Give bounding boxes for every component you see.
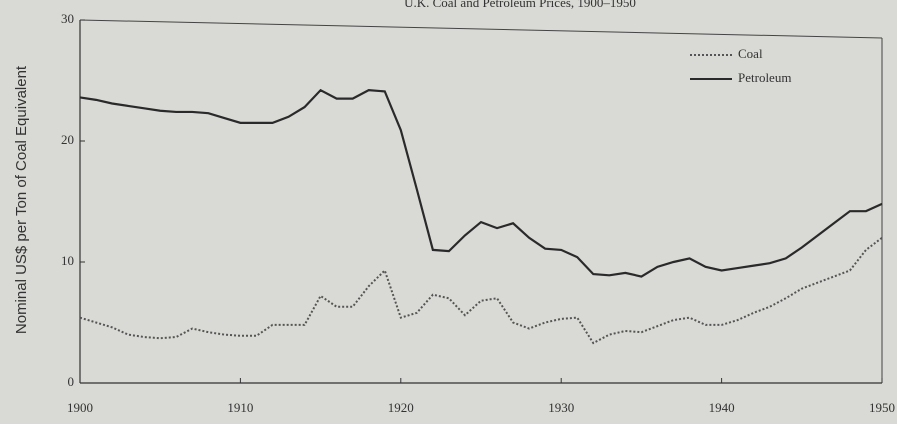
x-tick-label: 1920 xyxy=(388,400,414,415)
y-tick-label: 10 xyxy=(61,253,74,268)
x-tick-label: 1910 xyxy=(227,400,253,415)
x-tick-label: 1930 xyxy=(548,400,574,415)
y-tick-label: 30 xyxy=(61,11,74,26)
series-line xyxy=(79,88,883,278)
series-line xyxy=(79,237,883,345)
legend-label: Petroleum xyxy=(738,70,791,85)
legend-label: Coal xyxy=(738,46,763,61)
y-tick-label: 0 xyxy=(68,374,75,389)
x-tick-label: 1900 xyxy=(67,400,93,415)
x-tick-label: 1950 xyxy=(869,400,895,415)
y-axis-label: Nominal US$ per Ton of Coal Equivalent xyxy=(13,65,30,334)
frame-top xyxy=(79,19,883,39)
y-tick-label: 20 xyxy=(61,132,74,147)
chart-title: U.K. Coal and Petroleum Prices, 1900–195… xyxy=(404,0,636,10)
x-tick-label: 1940 xyxy=(709,400,735,415)
